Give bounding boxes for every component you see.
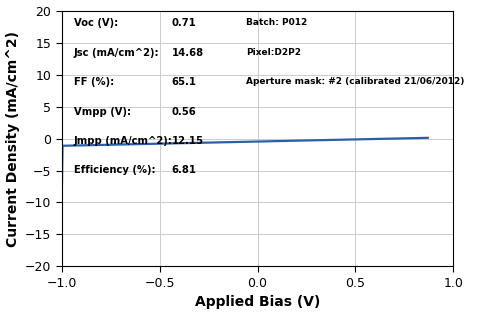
Text: 65.1: 65.1 <box>171 77 196 87</box>
X-axis label: Applied Bias (V): Applied Bias (V) <box>195 295 320 309</box>
Y-axis label: Current Density (mA/cm^2): Current Density (mA/cm^2) <box>6 31 20 247</box>
Text: Batch: P012: Batch: P012 <box>246 18 307 27</box>
Text: Jsc (mA/cm^2):: Jsc (mA/cm^2): <box>73 48 159 58</box>
Text: Aperture mask: #2 (calibrated 21/06/2012): Aperture mask: #2 (calibrated 21/06/2012… <box>246 77 464 86</box>
Text: Voc (V):: Voc (V): <box>73 18 118 28</box>
Text: 14.68: 14.68 <box>171 48 204 58</box>
Text: FF (%):: FF (%): <box>73 77 114 87</box>
Text: Efficiency (%):: Efficiency (%): <box>73 165 155 175</box>
Text: 0.71: 0.71 <box>171 18 196 28</box>
Text: Vmpp (V):: Vmpp (V): <box>73 106 131 117</box>
Text: 6.81: 6.81 <box>171 165 196 175</box>
Text: Jmpp (mA/cm^2):: Jmpp (mA/cm^2): <box>73 136 172 146</box>
Text: Pixel:D2P2: Pixel:D2P2 <box>246 48 301 57</box>
Text: 0.56: 0.56 <box>171 106 196 117</box>
Text: 12.15: 12.15 <box>171 136 204 146</box>
